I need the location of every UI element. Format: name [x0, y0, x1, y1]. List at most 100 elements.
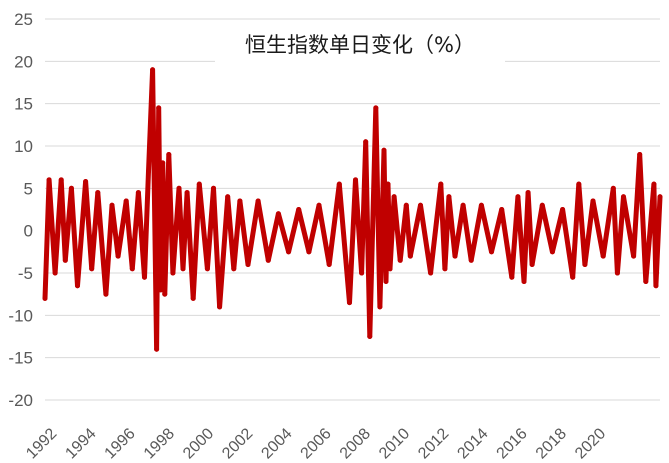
data-point	[326, 262, 332, 268]
data-point	[255, 198, 261, 204]
data-point	[170, 270, 176, 276]
data-point	[156, 105, 162, 111]
data-point	[460, 202, 466, 208]
data-point	[653, 283, 659, 289]
data-point	[367, 334, 373, 339]
data-point	[89, 266, 95, 272]
data-point	[428, 270, 434, 276]
x-tick-label: 2020	[572, 425, 609, 462]
data-point	[176, 185, 182, 191]
y-axis-tick-labels: 25 20 15 10 5 0 -5 -10 -15 -20	[8, 10, 33, 410]
data-point	[141, 274, 147, 280]
data-point	[62, 257, 68, 263]
data-point	[166, 151, 172, 157]
x-tick-label: 1998	[141, 425, 178, 462]
data-point	[210, 185, 216, 191]
chart-title: 恒生指数单日变化（%）	[245, 33, 475, 57]
y-tick-label: 10	[14, 137, 33, 156]
data-point	[478, 202, 484, 208]
data-point	[397, 257, 403, 263]
data-point	[620, 194, 626, 200]
data-point	[306, 249, 312, 255]
x-tick-label: 2004	[258, 425, 295, 462]
y-tick-label: -10	[8, 306, 33, 325]
data-point	[452, 253, 458, 259]
data-point	[643, 278, 649, 284]
y-tick-label: -5	[18, 264, 33, 283]
data-point	[525, 190, 531, 196]
data-point	[576, 181, 582, 187]
data-point	[600, 253, 606, 259]
y-tick-label: 0	[24, 222, 33, 241]
series-line	[42, 67, 663, 352]
data-point	[245, 262, 251, 268]
data-point	[190, 295, 196, 301]
data-point	[385, 181, 391, 187]
data-point	[103, 291, 109, 297]
data-point	[162, 291, 168, 297]
data-point	[109, 202, 115, 208]
data-point	[231, 266, 237, 272]
data-point	[150, 67, 156, 73]
data-point	[657, 194, 663, 200]
data-point	[316, 202, 322, 208]
data-point	[184, 190, 190, 196]
data-point	[509, 274, 515, 280]
data-point	[614, 270, 620, 276]
data-point	[58, 177, 64, 183]
data-point	[651, 181, 657, 187]
data-point	[83, 179, 89, 185]
data-point	[489, 249, 495, 255]
data-point	[135, 190, 141, 196]
data-point	[549, 249, 555, 255]
data-point	[570, 274, 576, 280]
data-point	[115, 253, 121, 259]
data-point	[363, 139, 369, 145]
data-point	[74, 283, 80, 289]
data-point	[346, 300, 352, 306]
data-point	[275, 211, 281, 217]
data-point	[158, 287, 164, 293]
x-tick-label: 2010	[376, 425, 413, 462]
data-point	[407, 253, 413, 259]
data-point	[68, 185, 74, 191]
x-tick-label: 1994	[62, 425, 99, 462]
data-point	[180, 266, 186, 272]
data-point	[217, 304, 223, 310]
data-point	[391, 194, 397, 200]
data-point	[446, 194, 452, 200]
data-point	[52, 270, 58, 276]
data-point	[383, 278, 389, 284]
data-point	[582, 262, 588, 268]
data-point	[129, 266, 135, 272]
y-tick-label: 5	[24, 179, 33, 198]
data-point	[417, 202, 423, 208]
data-point	[237, 198, 243, 204]
y-tick-label: -20	[8, 391, 33, 410]
data-point	[610, 185, 616, 191]
data-point	[560, 207, 566, 212]
data-point	[42, 295, 48, 301]
data-point	[539, 202, 545, 208]
data-point	[438, 181, 444, 187]
data-point	[95, 190, 101, 196]
data-point	[286, 249, 292, 255]
data-point	[387, 266, 393, 272]
data-point	[373, 105, 379, 111]
data-point	[521, 278, 527, 284]
data-point	[225, 194, 231, 200]
data-point	[265, 257, 271, 263]
data-point	[377, 304, 383, 310]
data-point	[515, 194, 521, 200]
data-point	[46, 177, 52, 183]
data-point	[359, 270, 365, 276]
title-background	[215, 25, 505, 65]
data-point	[353, 177, 359, 183]
data-point	[196, 181, 202, 187]
data-point	[590, 198, 596, 204]
x-tick-label: 2012	[415, 425, 452, 462]
y-tick-label: 20	[14, 52, 33, 71]
data-point	[529, 262, 535, 268]
